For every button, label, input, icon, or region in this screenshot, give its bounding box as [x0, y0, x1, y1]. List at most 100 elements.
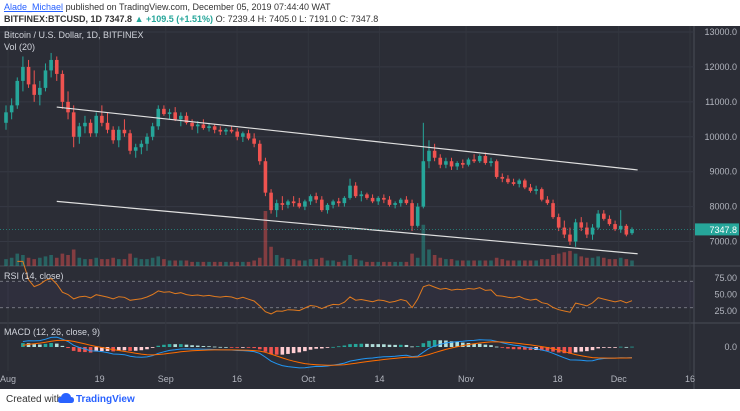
- volume-bar: [167, 260, 172, 266]
- main-pane-title: Bitcoin / U.S. Dollar, 1D, BITFINEX: [4, 30, 144, 40]
- rsi-tick-label: 25.00: [714, 306, 737, 316]
- macd-histogram-bar: [246, 347, 251, 348]
- volume-bar: [156, 256, 161, 266]
- macd-histogram-bar: [353, 343, 358, 347]
- time-tick-label: Sep: [158, 374, 174, 384]
- chart-area[interactable]: 13000.0 12000.0 11000.0 10000.0 9000.0 8000.0…: [0, 26, 740, 389]
- volume-bar: [308, 259, 313, 266]
- macd-histogram-bar: [500, 347, 505, 348]
- plot-background: [0, 26, 694, 371]
- macd-histogram-bar: [607, 347, 612, 348]
- candle-body: [100, 115, 104, 123]
- macd-histogram-bar: [83, 347, 87, 353]
- macd-histogram-bar: [579, 347, 584, 352]
- last-price-axis-label: 7347.8: [709, 225, 737, 235]
- volume-bar: [376, 261, 381, 266]
- trendlines[interactable]: [56, 106, 638, 255]
- volume-bar: [269, 246, 273, 266]
- macd-histogram-bar: [404, 344, 409, 347]
- macd-histogram-bar: [66, 347, 70, 349]
- volume-bar: [517, 260, 522, 266]
- candle-body: [506, 178, 510, 183]
- candle-body: [421, 161, 426, 207]
- volume-bar: [353, 259, 358, 266]
- tradingview-cloud-icon: [58, 393, 74, 403]
- candle-body: [590, 227, 595, 235]
- candle-body: [585, 227, 589, 235]
- macd-histogram-bar: [585, 347, 589, 352]
- volume-bar: [173, 260, 177, 266]
- volume-bar: [336, 261, 341, 266]
- volume-bar: [235, 261, 240, 266]
- macd-histogram-bar: [359, 343, 364, 347]
- created-with-text: Created with: [6, 394, 63, 405]
- candle-body: [286, 201, 290, 205]
- candle-body: [415, 206, 420, 226]
- volume-bar: [150, 257, 155, 266]
- candle-body: [630, 229, 634, 234]
- candle-body: [477, 155, 482, 162]
- candle-body: [218, 129, 223, 132]
- macd-histogram-bar: [122, 347, 127, 351]
- macd-histogram-bar: [257, 347, 262, 350]
- candle-body: [66, 101, 70, 113]
- candle-body: [398, 199, 403, 204]
- macd-pane: [21, 336, 634, 369]
- volume-bar: [241, 261, 245, 266]
- volume-bar: [331, 260, 335, 266]
- volume-bar: [449, 259, 454, 266]
- macd-histogram-bar: [624, 346, 629, 348]
- tradingview-brand[interactable]: TradingView: [76, 394, 135, 405]
- candle-body: [528, 187, 533, 191]
- volume-bar: [4, 259, 8, 266]
- candle-body: [573, 222, 578, 242]
- volume-bar: [590, 257, 595, 266]
- candle-body: [523, 180, 527, 188]
- macd-histogram-bar: [184, 344, 189, 347]
- macd-histogram-bar: [461, 342, 465, 347]
- macd-histogram-bar: [415, 346, 420, 347]
- volume-bar: [263, 211, 268, 266]
- macd-histogram-bar: [393, 344, 397, 347]
- volume-bar: [94, 257, 99, 266]
- macd-histogram-bar: [483, 344, 488, 347]
- macd-histogram-bar: [162, 344, 166, 347]
- chart-svg[interactable]: 13000.0 12000.0 11000.0 10000.0 9000.0 8000.0…: [0, 26, 740, 389]
- candle-body: [94, 115, 99, 134]
- candle-body: [613, 224, 617, 230]
- time-tick-label: 18: [553, 374, 563, 384]
- candle-body: [179, 115, 183, 120]
- macd-histogram-bar: [286, 347, 290, 354]
- candle-body: [54, 59, 59, 74]
- macd-histogram-bar: [235, 347, 240, 348]
- volume-bar: [539, 259, 544, 266]
- macd-histogram-bar: [94, 347, 99, 352]
- macd-histogram-bar: [562, 347, 567, 354]
- macd-histogram-bar: [173, 344, 177, 347]
- macd-histogram-bar: [325, 347, 330, 348]
- volume-bar: [500, 259, 505, 266]
- candle-body: [370, 197, 375, 202]
- close-value: C: 7347.8: [339, 14, 379, 24]
- candle-body: [116, 129, 121, 141]
- volume-bar: [461, 260, 465, 266]
- price-change: ▲ +109.5 (+1.51%): [134, 14, 214, 24]
- volume-bar: [602, 257, 606, 266]
- candle-body: [21, 66, 25, 81]
- rsi-line: [17, 260, 633, 315]
- macd-histogram-bar: [105, 347, 110, 352]
- volume-bar: [9, 257, 14, 266]
- candle-body: [139, 143, 144, 148]
- volume-bar: [274, 255, 279, 266]
- volume-bar: [32, 259, 36, 266]
- volume-label: Vol (20): [4, 42, 35, 52]
- candle-body: [489, 161, 493, 163]
- macd-histogram-bar: [444, 340, 448, 347]
- macd-histogram-bar: [71, 347, 76, 351]
- candle-body: [297, 203, 302, 207]
- candle-body: [325, 204, 330, 211]
- author-link[interactable]: Alade_Michael: [4, 2, 64, 12]
- volume-bar: [77, 257, 82, 266]
- volume-bar: [122, 259, 127, 266]
- macd-histogram-bar: [421, 343, 426, 347]
